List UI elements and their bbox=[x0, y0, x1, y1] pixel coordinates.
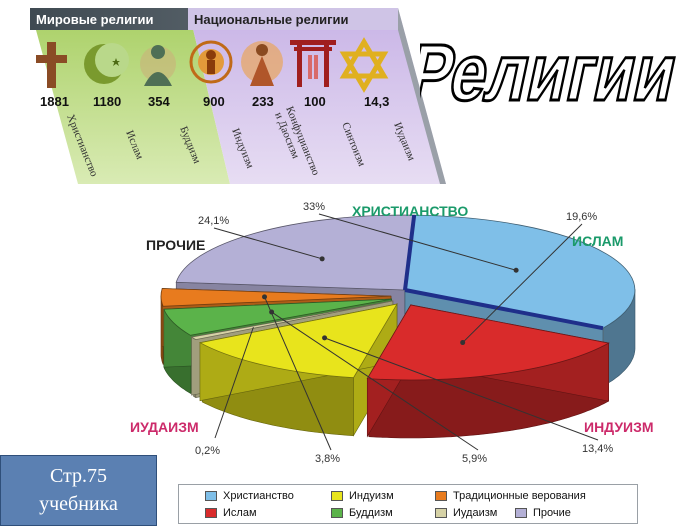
value-buddhism: 354 bbox=[148, 94, 170, 109]
percent-label: 19,6% bbox=[566, 211, 597, 223]
leader-dot bbox=[513, 267, 519, 273]
legend-label: Буддизм bbox=[349, 507, 393, 519]
cross-icon bbox=[36, 42, 67, 88]
legend-swatch bbox=[435, 491, 447, 502]
legend-item: Прочие bbox=[515, 507, 571, 519]
title-block: Религии bbox=[420, 27, 687, 119]
legend-item: Ислам bbox=[205, 507, 257, 519]
legend-label: Ислам bbox=[223, 507, 257, 519]
value-islam: 1180 bbox=[93, 94, 121, 109]
textbook-reference: Стр.75 учебника bbox=[0, 455, 157, 526]
national-religions-header: Национальные религии bbox=[194, 12, 349, 27]
leader-dot bbox=[262, 294, 268, 300]
slice-top bbox=[160, 288, 392, 307]
legend-swatch bbox=[435, 508, 447, 519]
percent-label: 24,1% bbox=[198, 215, 229, 227]
callout-christianity: ХРИСТИАНСТВО bbox=[352, 203, 468, 219]
legend-swatch bbox=[331, 491, 343, 502]
leader-line bbox=[318, 213, 517, 271]
percent-label: 13,4% bbox=[582, 443, 613, 455]
value-judaism: 14,3 bbox=[364, 94, 389, 109]
percent-label: 5,9% bbox=[462, 453, 487, 465]
legend-label: Иудаизм bbox=[453, 507, 498, 519]
leader-line bbox=[264, 296, 332, 451]
slice-top bbox=[198, 303, 398, 379]
legend-swatch bbox=[515, 508, 527, 519]
legend-item: Иудаизм bbox=[435, 507, 497, 519]
value-confucianism: 233 bbox=[252, 94, 274, 109]
legend-item: Традиционные верования bbox=[435, 490, 586, 502]
slice-edge-line bbox=[403, 214, 417, 291]
hindu-deity-icon bbox=[189, 40, 233, 84]
legend-label: Христианство bbox=[223, 490, 294, 502]
page-title: Религии bbox=[420, 29, 685, 118]
pie-chart: 33% 19,6% 13,4% 5,9% 3,8% 24,1% 0,2% ХРИСТИАНСТ… bbox=[130, 201, 654, 465]
leader-dot bbox=[460, 340, 466, 346]
callout-hinduism: ИНДУИЗМ bbox=[584, 419, 654, 435]
slice-top bbox=[190, 300, 393, 341]
star-of-david-icon bbox=[339, 37, 389, 93]
value-shinto: 100 bbox=[304, 94, 326, 109]
percent-label: 33% bbox=[303, 201, 325, 213]
leader-line bbox=[213, 227, 323, 260]
slice-top bbox=[163, 298, 392, 336]
legend-swatch bbox=[205, 508, 217, 519]
leader-dot bbox=[322, 335, 328, 341]
leader-line bbox=[462, 223, 583, 343]
callout-others: ПРОЧИЕ bbox=[146, 237, 205, 253]
world-religions-header: Мировые религии bbox=[36, 12, 153, 27]
callout-judaism: ИУДАИЗМ bbox=[130, 419, 199, 435]
legend-label: Традиционные верования bbox=[453, 490, 586, 502]
leader-line bbox=[324, 337, 599, 441]
leader-line bbox=[214, 326, 254, 439]
callout-islam: ИСЛАМ bbox=[572, 233, 623, 249]
pie-slice bbox=[366, 303, 610, 439]
legend-item: Индуизм bbox=[331, 490, 394, 502]
slice-top bbox=[175, 214, 415, 291]
crescent-icon bbox=[84, 43, 129, 84]
religions-panel: Мировые религии Национальные религии bbox=[30, 8, 446, 184]
confucius-icon bbox=[241, 41, 283, 86]
value-christianity: 1881 bbox=[40, 94, 69, 109]
textbook-page: Стр.75 bbox=[49, 465, 108, 487]
legend-item: Буддизм bbox=[331, 507, 393, 519]
chart-legend: Христианство Индуизм Традиционные верова… bbox=[178, 484, 638, 524]
legend-label: Индуизм bbox=[349, 490, 394, 502]
percent-label: 3,8% bbox=[315, 453, 340, 465]
legend-swatch bbox=[331, 508, 343, 519]
torii-gate-icon bbox=[290, 40, 336, 87]
percent-label: 0,2% bbox=[195, 445, 220, 457]
legend-label: Прочие bbox=[533, 507, 571, 519]
legend-item: Христианство bbox=[205, 490, 294, 502]
leader-dot bbox=[319, 256, 325, 262]
value-hinduism: 900 bbox=[203, 94, 225, 109]
buddha-icon bbox=[140, 45, 176, 86]
legend-swatch bbox=[205, 491, 217, 502]
slice-top bbox=[366, 304, 610, 381]
leader-line bbox=[271, 311, 479, 451]
textbook-label: учебника bbox=[39, 493, 118, 515]
slice-edge-line bbox=[404, 288, 604, 331]
